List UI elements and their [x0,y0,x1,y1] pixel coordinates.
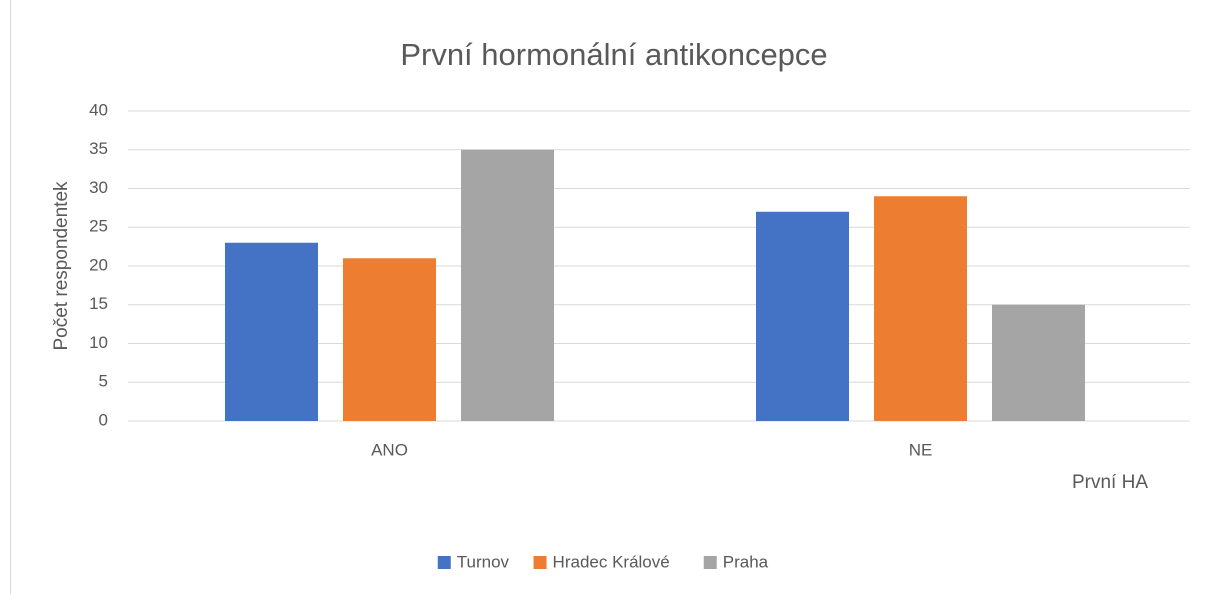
x-tick-label: ANO [371,440,408,459]
chart-title: První hormonální antikoncepce [400,37,827,72]
y-tick-label: 35 [89,139,108,158]
legend-swatch [533,556,547,569]
bar [992,304,1085,421]
legend-swatch [703,556,717,569]
y-tick-label: 5 [99,372,108,391]
chart-border [10,0,11,594]
legend-swatch [437,556,451,569]
y-tick-label: 20 [89,255,108,274]
y-tick-label: 15 [89,294,108,313]
legend-label: Praha [723,552,769,571]
legend-label: Hradec Králové [553,552,670,571]
y-tick-label: 30 [89,178,108,197]
x-tick-label: NE [909,440,933,459]
legend-label: Turnov [457,552,510,571]
y-tick-label: 25 [89,217,108,236]
x-axis-label: První HA [1072,472,1148,493]
y-axis-label: Počet respondentek [51,181,72,351]
y-tick-label: 40 [89,100,108,119]
bar [343,258,436,421]
bar [874,196,967,421]
bar [225,242,318,421]
bar [461,149,554,421]
y-tick-label: 10 [89,333,108,352]
bar [756,211,849,421]
y-tick-label: 0 [99,410,108,429]
